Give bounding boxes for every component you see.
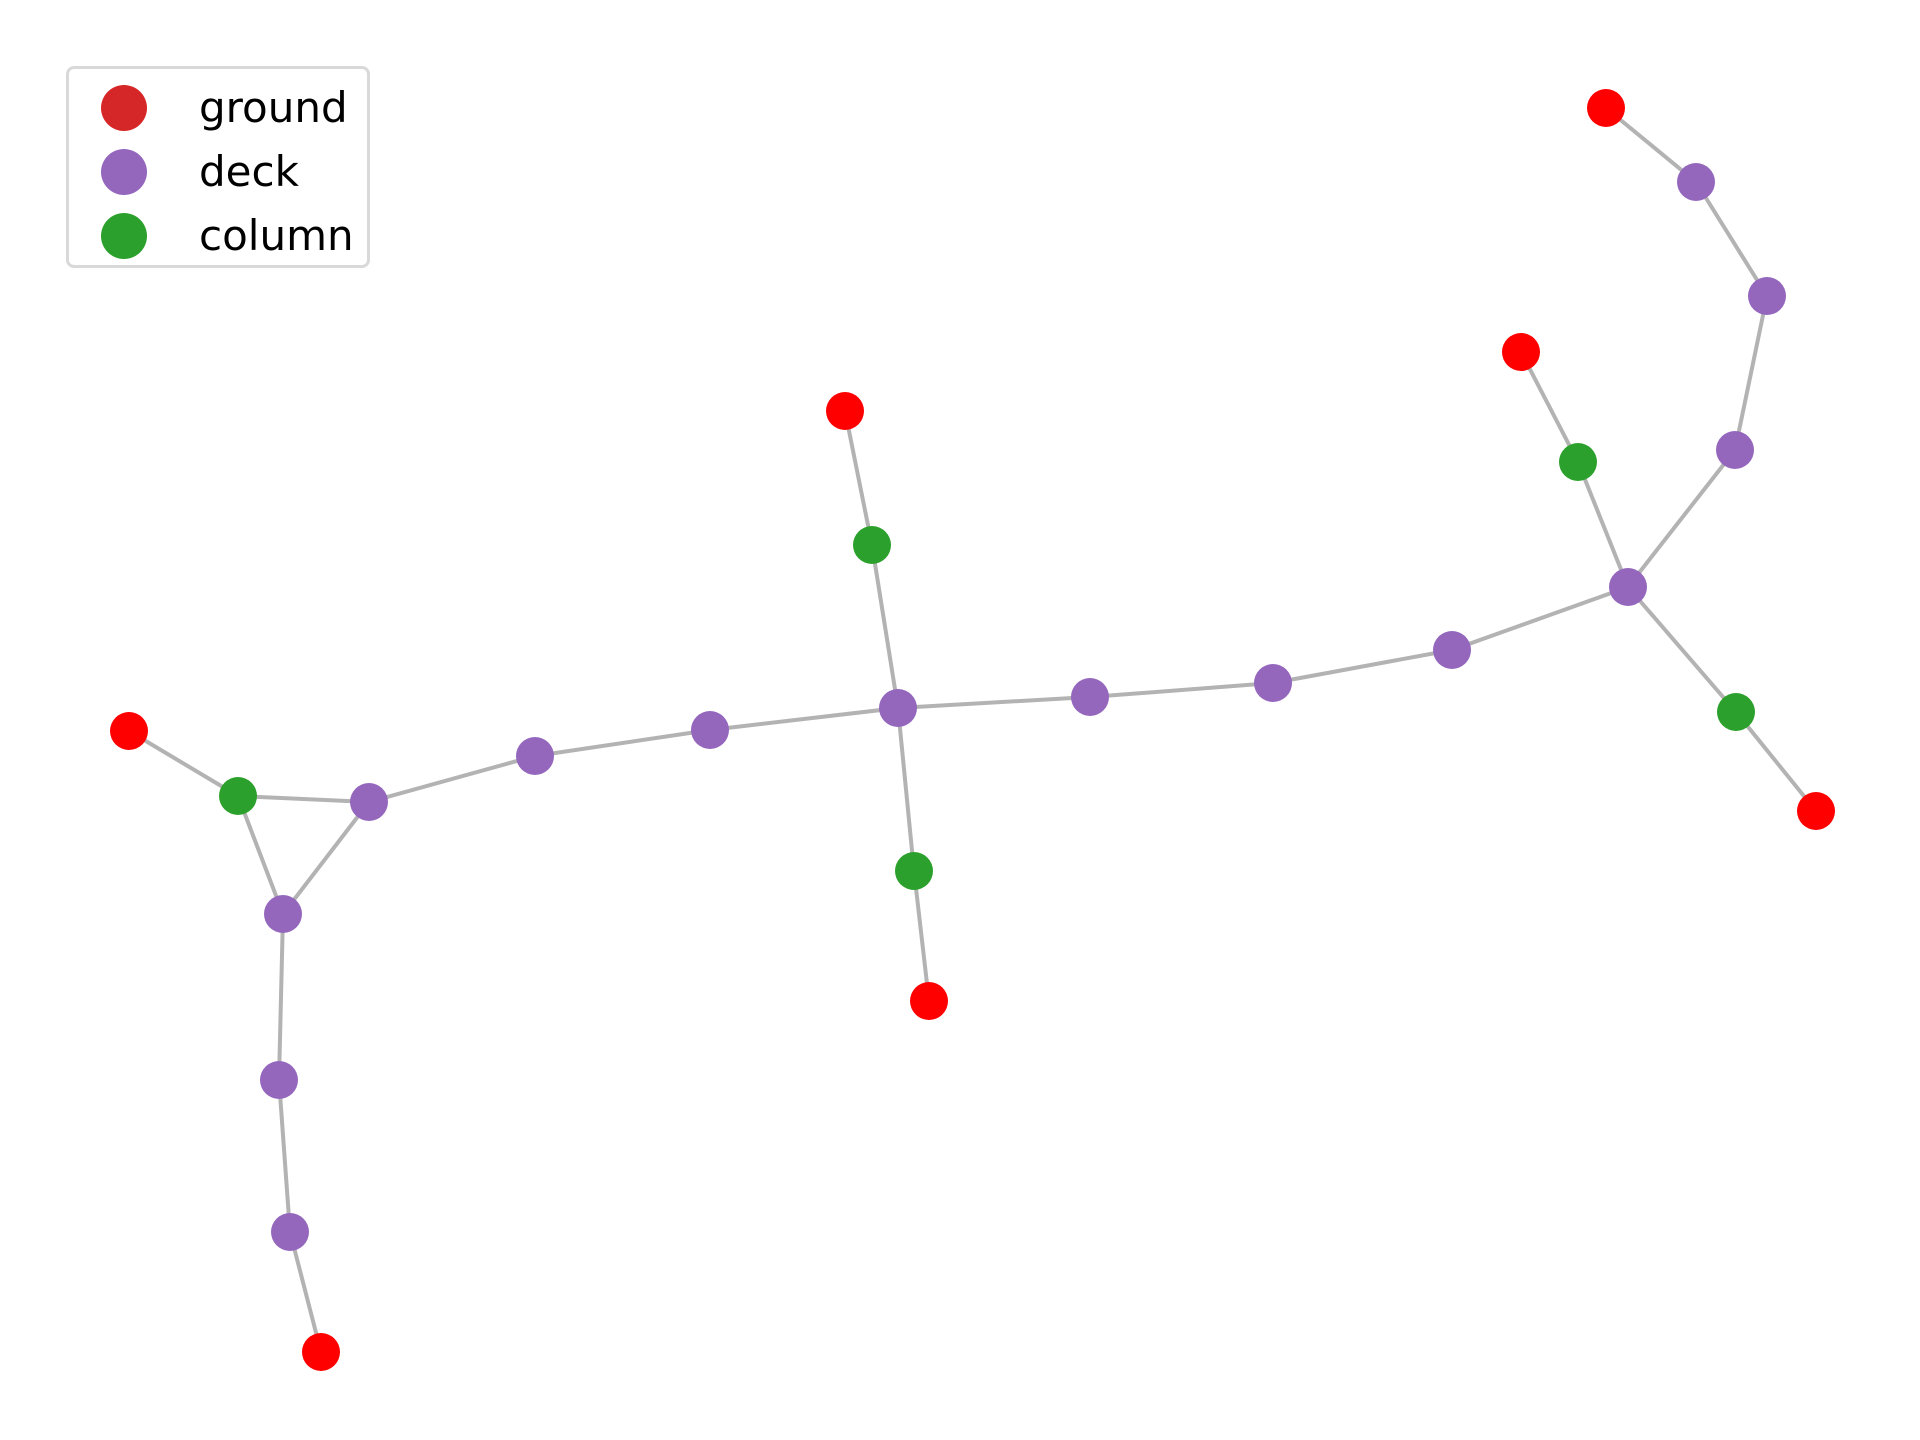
graph-edge [897,695,1091,710]
graph-node-column [1559,443,1597,481]
graph-node-deck [264,895,302,933]
graph-edge [1734,710,1818,813]
graph-edge [709,706,899,732]
legend: ground deck column [66,66,370,268]
graph-edge [277,913,285,1081]
graph-edge [843,410,874,546]
graph-node-ground [826,392,864,430]
graph-edge [368,754,536,804]
graph-node-ground [1587,89,1625,127]
graph-node-deck [260,1061,298,1099]
legend-label: column [199,211,354,260]
graph-node-ground [110,712,148,750]
graph-edge [534,728,711,758]
graph-node-ground [910,982,948,1020]
graph-edge [281,800,371,916]
graph-node-ground [302,1333,340,1371]
graph-node-column [219,777,257,815]
graph-node-deck [1433,631,1471,669]
legend-item-deck: deck [101,147,299,197]
graph-edge [1626,585,1738,714]
graph-node-column [895,852,933,890]
graph-node-deck [1716,431,1754,469]
graph-node-deck [1609,568,1647,606]
legend-marker-deck [101,149,147,195]
graph-edge [912,870,931,1002]
graph-edge [1694,180,1769,298]
graph-edges [127,106,1818,1353]
graph-edge [1089,681,1274,699]
graph-edge [1604,106,1698,184]
graph-edge [1519,351,1580,463]
graph-node-deck [1677,163,1715,201]
graph-node-deck [1071,678,1109,716]
graph-node-ground [1797,792,1835,830]
graph-edge [1576,461,1630,588]
graph-edge [1272,648,1453,685]
graph-edge [277,1079,292,1233]
graph-node-deck [1748,277,1786,315]
graph-edge [288,1231,323,1353]
graph-node-deck [691,711,729,749]
graph-edge [127,729,240,798]
graph-node-deck [350,783,388,821]
graph-node-column [1717,693,1755,731]
legend-marker-ground [101,85,147,131]
legend-label: deck [199,147,299,196]
legend-marker-column [101,213,147,259]
graph-edge [896,707,916,872]
legend-item-ground: ground [101,83,348,133]
legend-item-column: column [101,211,354,261]
graph-node-deck [516,737,554,775]
graph-edge [1626,448,1737,589]
graph-edge [237,794,370,804]
graph-node-deck [879,689,917,727]
graph-nodes [110,89,1835,1371]
graph-edge [1451,585,1629,652]
graph-node-ground [1502,333,1540,371]
graph-edge [1733,295,1769,451]
graph-edge [236,795,285,915]
graph-node-column [853,526,891,564]
legend-label: ground [199,83,348,132]
graph-edge [870,544,900,709]
graph-node-deck [271,1213,309,1251]
graph-node-deck [1254,664,1292,702]
